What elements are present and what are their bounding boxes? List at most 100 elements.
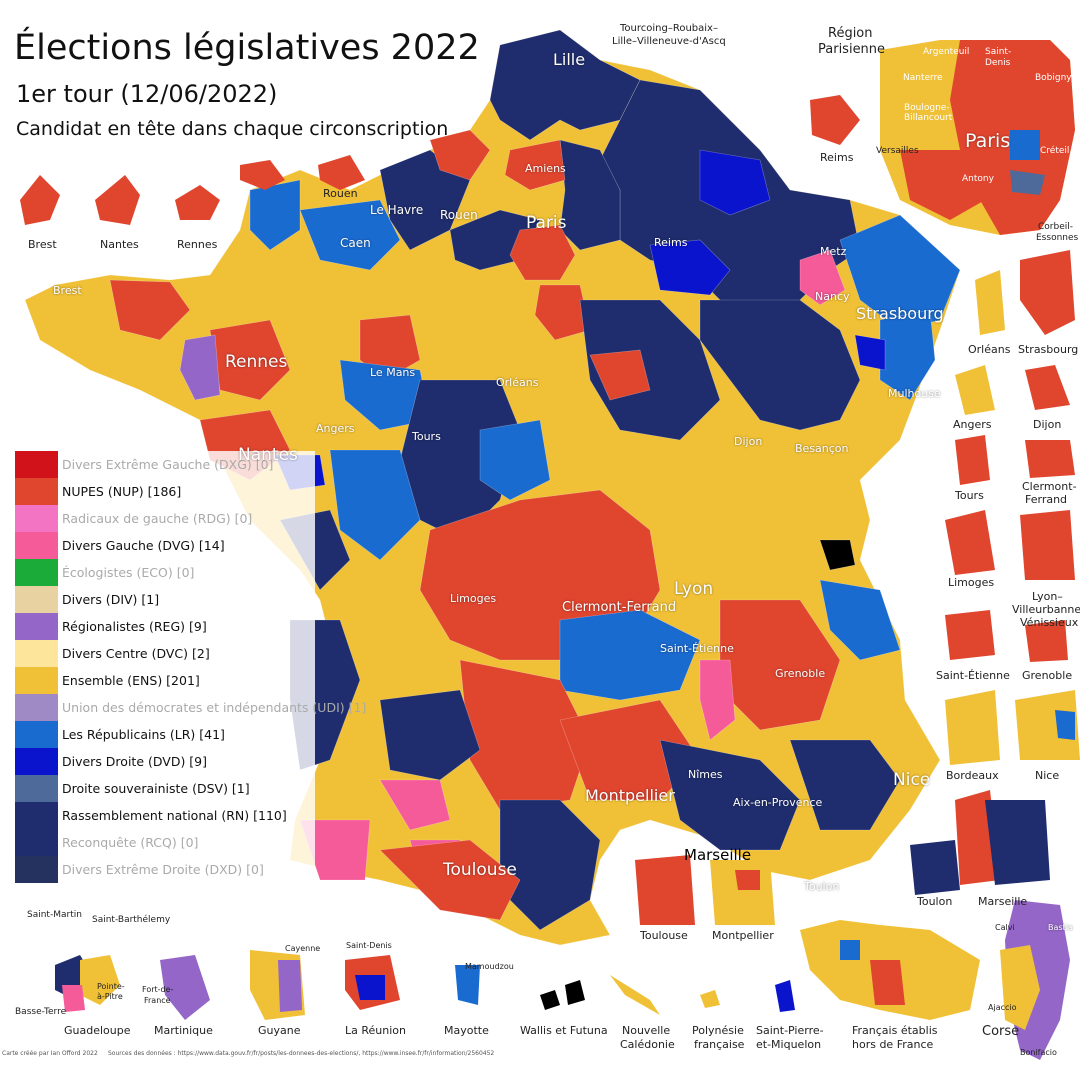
div-geneve bbox=[819, 539, 856, 571]
label-francais-etablis-2: hors de France bbox=[852, 1038, 934, 1051]
legend-swatch bbox=[15, 829, 58, 856]
map-description: Candidat en tête dans chaque circonscrip… bbox=[16, 118, 449, 140]
label-pointe-a-pitre-2: à-Pitre bbox=[97, 992, 123, 1001]
label-versailles: Versailles bbox=[876, 146, 919, 156]
legend-item: Rassemblement national (RN) [110] bbox=[15, 802, 315, 829]
legend-label: Régionalistes (REG) [9] bbox=[62, 619, 207, 634]
legend-label: NUPES (NUP) [186] bbox=[62, 484, 182, 499]
label-reims-inset: Reims bbox=[820, 151, 854, 164]
label-corse: Corse bbox=[982, 1024, 1020, 1039]
legend-label: Écologistes (ECO) [0] bbox=[62, 565, 195, 580]
legend-swatch bbox=[15, 667, 58, 694]
label-le-mans: Le Mans bbox=[370, 366, 416, 379]
legend-swatch bbox=[15, 586, 58, 613]
label-clermont-inset: Clermont- bbox=[1022, 480, 1077, 493]
dvd-marne bbox=[649, 239, 731, 296]
nup-south-idf bbox=[534, 284, 591, 341]
nup-auxerre bbox=[589, 349, 651, 401]
label-reims: Reims bbox=[654, 236, 688, 249]
legend-swatch bbox=[15, 856, 58, 883]
label-montpellier-inset: Montpellier bbox=[712, 929, 774, 942]
label-dijon: Dijon bbox=[734, 435, 763, 448]
legend-swatch bbox=[15, 532, 58, 559]
label-guadeloupe: Guadeloupe bbox=[64, 1024, 131, 1037]
label-region-parisienne-2: Parisienne bbox=[818, 42, 886, 57]
legend-label: Divers Droite (DVD) [9] bbox=[62, 754, 208, 769]
label-martinique: Martinique bbox=[154, 1024, 213, 1037]
label-spm-2: et-Miquelon bbox=[756, 1038, 822, 1051]
label-grenoble-inset: Grenoble bbox=[1022, 669, 1073, 682]
label-dijon-inset: Dijon bbox=[1033, 418, 1062, 431]
label-nouvelle-caledonie-2: Calédonie bbox=[620, 1038, 675, 1051]
label-spm: Saint-Pierre- bbox=[756, 1024, 824, 1037]
rn-provence-east bbox=[789, 739, 901, 831]
city-insets bbox=[20, 95, 1080, 925]
paris-inset bbox=[880, 40, 1075, 235]
legend-item: Divers (DIV) [1] bbox=[15, 586, 315, 613]
label-creteil: Créteil bbox=[1040, 146, 1070, 156]
nup-paris bbox=[509, 224, 576, 281]
label-boulogne: Boulogne- bbox=[904, 103, 950, 113]
label-bordeaux-inset: Bordeaux bbox=[946, 769, 999, 782]
label-rouen: Rouen bbox=[440, 208, 478, 222]
label-rennes: Rennes bbox=[225, 352, 288, 372]
label-saint-denis-reunion: Saint-Denis bbox=[346, 941, 392, 950]
label-bastia: Bastia bbox=[1048, 923, 1073, 932]
legend-label: Divers Centre (DVC) [2] bbox=[62, 646, 210, 661]
label-saint-denis-2: Denis bbox=[985, 58, 1011, 68]
legend-label: Divers (DIV) [1] bbox=[62, 592, 160, 607]
label-fort-de-france: Fort-de- bbox=[142, 985, 174, 994]
label-saint-etienne-inset: Saint-Étienne bbox=[936, 669, 1010, 682]
label-boulogne-2: Billancourt bbox=[904, 113, 953, 123]
label-bonifacio: Bonifacio bbox=[1020, 1048, 1057, 1057]
label-besancon: Besançon bbox=[795, 442, 849, 455]
legend-swatch bbox=[15, 478, 58, 505]
nup-brittany bbox=[109, 279, 191, 341]
label-rennes-inset: Rennes bbox=[177, 238, 218, 251]
label-lyon-v-3: Vénissieux bbox=[1020, 616, 1079, 629]
overseas-shapes bbox=[55, 920, 980, 1020]
lr-poitou bbox=[329, 449, 421, 561]
label-fort-de-france-2: France bbox=[144, 996, 171, 1005]
legend: Divers Extrême Gauche (DXG) [0] NUPES (NU… bbox=[15, 451, 366, 883]
legend-label: Union des démocrates et indépendants (UD… bbox=[62, 700, 367, 715]
label-wallis: Wallis et Futuna bbox=[520, 1024, 608, 1037]
label-tourcoing: Tourcoing–Roubaix– bbox=[620, 23, 718, 34]
label-clermont: Clermont-Ferrand bbox=[562, 600, 677, 615]
lr-caen bbox=[299, 199, 401, 271]
nup-toulouse bbox=[379, 839, 521, 921]
legend-item: Régionalistes (REG) [9] bbox=[15, 613, 315, 640]
label-cayenne: Cayenne bbox=[285, 944, 321, 953]
label-toulouse: Toulouse bbox=[443, 860, 517, 880]
label-la-reunion: La Réunion bbox=[345, 1024, 406, 1037]
label-antony: Antony bbox=[962, 174, 994, 184]
label-saint-barthelemy: Saint-Barthélemy bbox=[92, 915, 171, 925]
label-brest-inset: Brest bbox=[28, 238, 57, 251]
legend-label: Radicaux de gauche (RDG) [0] bbox=[62, 511, 253, 526]
legend-swatch bbox=[15, 721, 58, 748]
label-angers: Angers bbox=[316, 422, 355, 435]
label-lyon-v: Lyon– bbox=[1032, 590, 1063, 603]
legend-item: Divers Droite (DVD) [9] bbox=[15, 748, 315, 775]
label-limoges-inset: Limoges bbox=[948, 576, 995, 589]
legend-label: Droite souverainiste (DSV) [1] bbox=[62, 781, 250, 796]
label-orleans-inset: Orléans bbox=[968, 343, 1011, 356]
lr-savoie bbox=[819, 579, 901, 661]
legend-item: Divers Extrême Droite (DXD) [0] bbox=[15, 856, 315, 883]
legend-item: Droite souverainiste (DSV) [1] bbox=[15, 775, 315, 802]
label-angers-inset: Angers bbox=[953, 418, 992, 431]
legend-swatch bbox=[15, 694, 58, 721]
label-nouvelle-caledonie: Nouvelle bbox=[622, 1024, 671, 1037]
label-orleans: Orléans bbox=[496, 376, 539, 389]
dvd-ardennes bbox=[699, 149, 771, 216]
label-clermont-inset-2: Ferrand bbox=[1025, 493, 1068, 506]
label-mamoudzou: Mamoudzou bbox=[465, 962, 514, 971]
legend-swatch bbox=[15, 451, 58, 478]
legend-label: Les Républicains (LR) [41] bbox=[62, 727, 225, 742]
dvg-nancy bbox=[799, 249, 846, 306]
label-lille: Lille bbox=[553, 50, 586, 69]
label-pointe-a-pitre: Pointe- bbox=[97, 982, 125, 991]
label-marseille-inset: Marseille bbox=[978, 895, 1028, 908]
label-paris: Paris bbox=[526, 213, 567, 233]
label-corbeil-2: Essonnes bbox=[1036, 233, 1079, 243]
